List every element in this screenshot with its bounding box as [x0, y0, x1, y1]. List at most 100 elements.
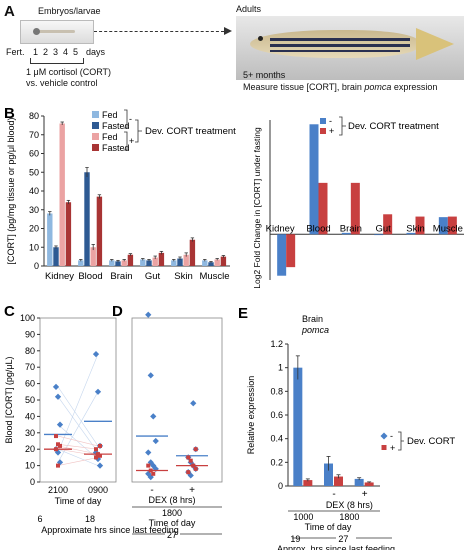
- c-point-plus: [94, 447, 98, 452]
- e-y-tick-label: 0.2: [270, 457, 283, 467]
- b-left-category-label: Skin: [174, 271, 192, 282]
- b-right-bar: [447, 216, 457, 235]
- b-left-y-tick-label: 30: [29, 205, 39, 215]
- b-left-bar: [127, 254, 134, 266]
- e-hrs-label: Approx. hrs since last feeding: [277, 544, 395, 550]
- e-bar: [334, 476, 343, 486]
- b-right-category-label: Brain: [340, 223, 362, 234]
- b-left-y-tick-label: 60: [29, 149, 39, 159]
- b-right-bar: [406, 232, 416, 235]
- b-right-bar: [341, 232, 351, 235]
- e-time-value: 1800: [339, 512, 359, 522]
- b-right-bar: [374, 234, 384, 236]
- b-right-category-label: Blood: [306, 223, 330, 234]
- b-left-legend-title: Dev. CORT treatment: [145, 126, 236, 137]
- b-left-y-tick-label: 0: [34, 261, 39, 271]
- b-left-bar: [177, 258, 183, 266]
- b-right-bar: [309, 124, 319, 235]
- b-left-category-label: Muscle: [199, 271, 229, 282]
- b-left-legend-sign-plus: +: [129, 136, 134, 146]
- b-right-bar: [350, 182, 360, 235]
- c-category-label: 0900: [88, 485, 108, 495]
- c-connector-line: [57, 386, 99, 447]
- c-point-minus: [52, 383, 60, 390]
- d-point-minus: [145, 449, 152, 456]
- panel-cd-chart: C 0 10 20 30 40 50 60 70 80 90 100 Blood [CORT] (pg/…: [4, 303, 223, 540]
- e-dex-label: DEX (8 hrs): [326, 500, 373, 510]
- larva-image: [20, 20, 94, 44]
- b-left-bar: [65, 202, 72, 266]
- day-3: 3: [53, 47, 59, 57]
- c-connector-line: [57, 424, 99, 460]
- c-hrs-label: Approximate hrs since last feeding: [41, 525, 179, 535]
- b-left-y-tick-label: 20: [29, 224, 39, 234]
- b-left-legend-sign-minus: -: [129, 114, 132, 124]
- c-point-minus: [94, 388, 102, 395]
- b-left-legend-label: Fed: [102, 110, 118, 120]
- days-unit: days: [86, 47, 106, 57]
- e-dex-minus: -: [332, 489, 335, 500]
- e-bar: [354, 478, 364, 486]
- d-point-minus: [145, 311, 152, 318]
- c-point-plus: [56, 463, 60, 468]
- e-hrs-value: 19: [290, 534, 300, 544]
- e-bar: [293, 367, 303, 486]
- b-right-bar: [286, 234, 296, 268]
- c-connector-line: [57, 396, 99, 453]
- e-y-tick-label: 1.2: [270, 339, 283, 349]
- panel-d-letter: D: [112, 303, 123, 320]
- c-y-tick-label: 30: [25, 428, 35, 438]
- b-left-y-tick-label: 70: [29, 130, 39, 140]
- e-y-tick-label: 0.6: [270, 410, 283, 420]
- b-left-bar: [202, 260, 208, 266]
- b-left-bar: [183, 254, 189, 266]
- d-point-minus: [147, 372, 154, 379]
- b-left-category-label: Blood: [78, 271, 102, 282]
- b-left-category-label: Kidney: [45, 271, 74, 282]
- e-hrs-value: 27: [338, 534, 348, 544]
- d-hrs-value: 27: [167, 530, 177, 540]
- b-right-bar: [438, 217, 448, 235]
- c-hrs-value: 6: [37, 514, 42, 524]
- b-left-legend-label: Fasted: [102, 143, 130, 153]
- embryo-label: Embryos/larvae: [38, 6, 101, 16]
- e-bar: [303, 480, 313, 486]
- b-left-bar: [189, 239, 196, 266]
- b-left-bar: [208, 262, 214, 266]
- e-legend-bracket: [398, 431, 404, 451]
- b-left-legend-swatch: [92, 133, 99, 140]
- d-point-minus: [150, 413, 157, 420]
- e-title-line-2: pomca: [301, 325, 329, 335]
- b-left-y-tick-label: 10: [29, 242, 39, 252]
- b-right-legend-bracket: [339, 116, 346, 136]
- c-hrs-value: 18: [85, 514, 95, 524]
- day-2: 2: [43, 47, 49, 57]
- c-y-tick-label: 20: [25, 444, 35, 454]
- e-bar: [364, 482, 374, 486]
- b-right-category-label: Kidney: [266, 223, 295, 234]
- b-left-bar: [158, 252, 165, 266]
- b-left-bar: [214, 259, 220, 266]
- d-x-label: Time of day: [149, 518, 196, 528]
- age-label: 5+ months: [243, 70, 286, 80]
- b-left-bar: [47, 213, 53, 266]
- d-plot-frame: [131, 317, 223, 483]
- c-y-tick-label: 0: [30, 477, 35, 487]
- c-connector-line: [57, 391, 99, 463]
- b-left-bar: [220, 256, 227, 266]
- panel-b-letter: B: [4, 105, 15, 122]
- d-point-plus: [188, 458, 193, 463]
- c-y-tick-label: 10: [25, 461, 35, 471]
- d-point-plus: [186, 455, 191, 460]
- e-dex-plus: +: [362, 489, 368, 500]
- d-time-value: 1800: [162, 508, 182, 518]
- b-left-bar: [140, 259, 146, 266]
- b-left-category-label: Gut: [145, 271, 161, 282]
- e-legend-sign-minus: -: [390, 431, 393, 441]
- d-point-plus: [151, 471, 156, 476]
- c-y-tick-label: 80: [25, 346, 35, 356]
- c-connector-line: [57, 457, 99, 466]
- c-y-label: Blood [CORT] (pg/μL): [4, 356, 14, 443]
- b-left-bar: [59, 123, 65, 266]
